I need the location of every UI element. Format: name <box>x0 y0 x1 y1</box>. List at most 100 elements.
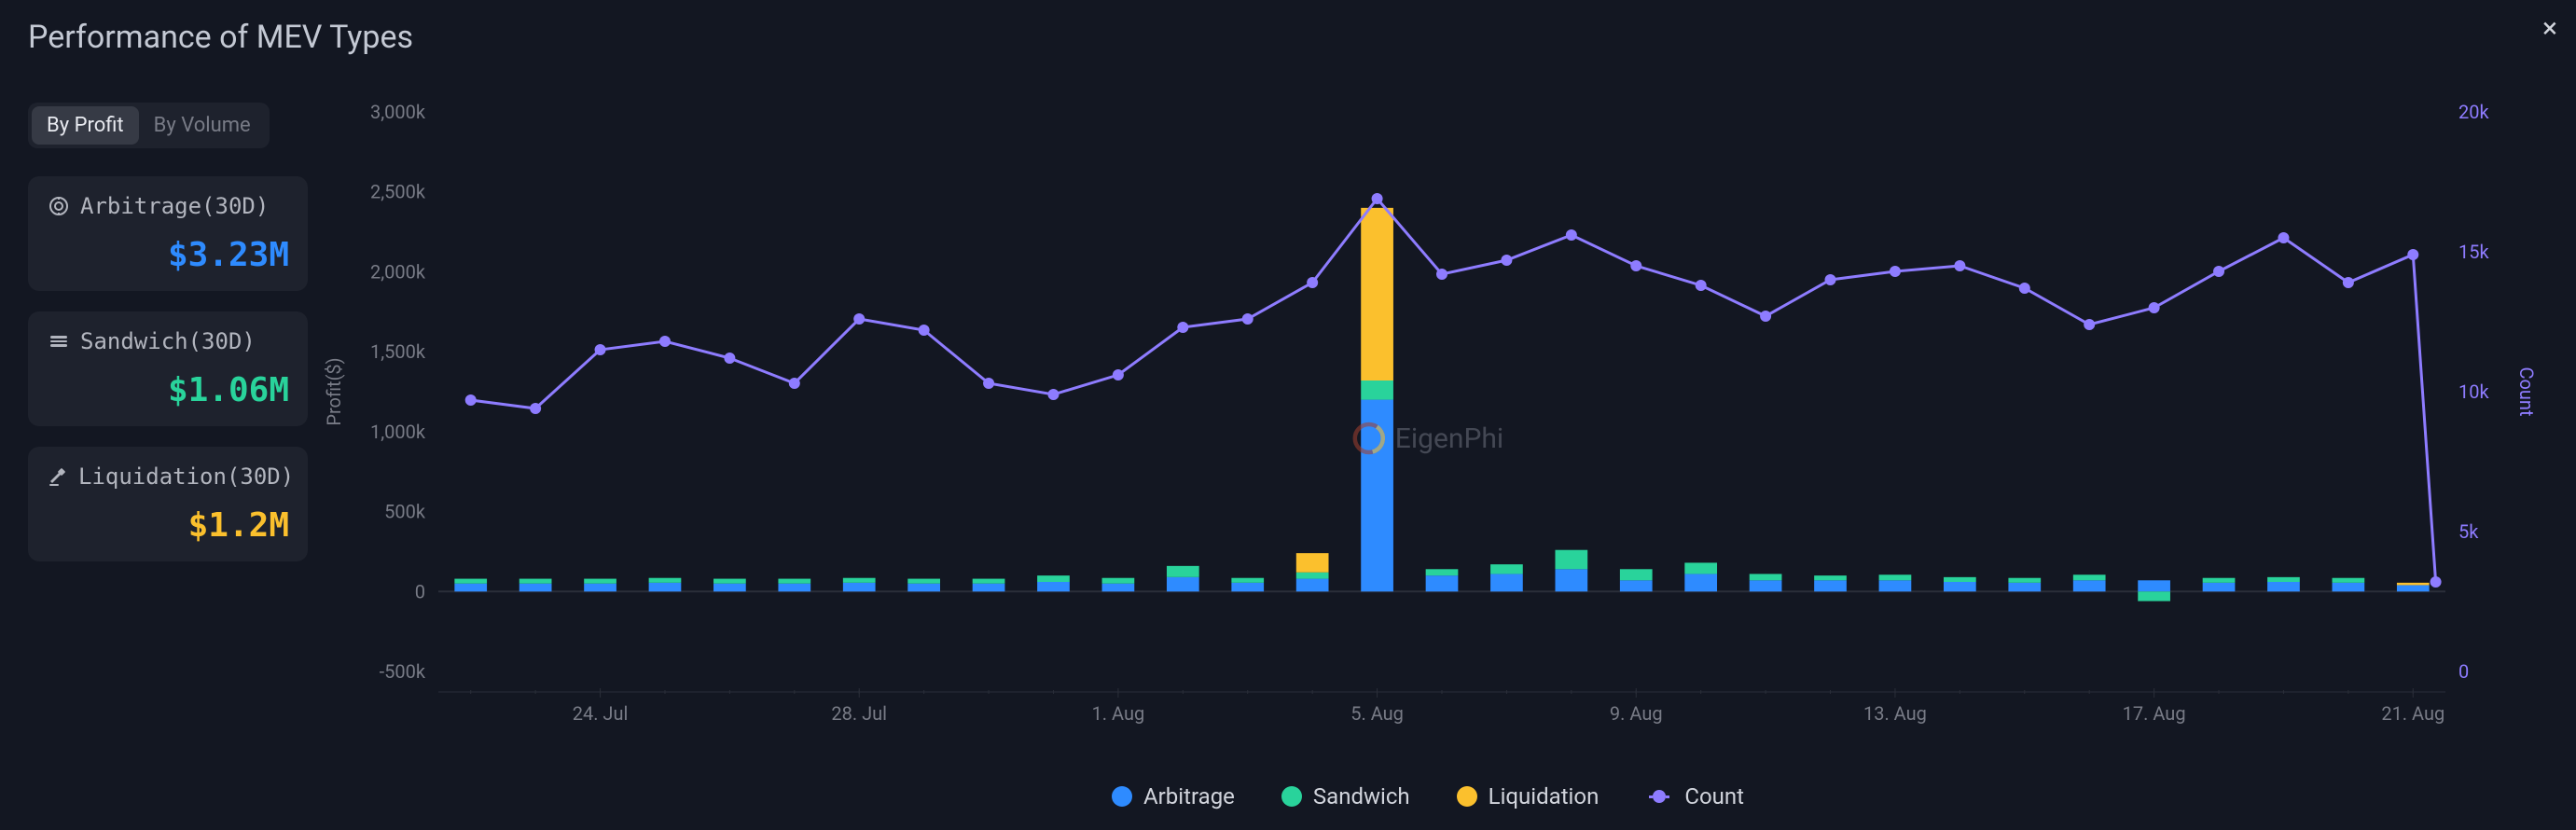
bar-sandwich[interactable] <box>2203 578 2236 583</box>
point-count[interactable] <box>1954 260 1965 271</box>
point-count[interactable] <box>1047 389 1059 400</box>
point-count[interactable] <box>1566 229 1577 241</box>
point-count[interactable] <box>1696 280 1707 291</box>
point-count[interactable] <box>1630 260 1641 271</box>
tab-by-profit[interactable]: By Profit <box>32 106 139 145</box>
point-count[interactable] <box>1760 311 1771 322</box>
bar-arbitrage[interactable] <box>454 584 487 592</box>
bar-arbitrage[interactable] <box>1231 583 1264 591</box>
bar-arbitrage[interactable] <box>1102 584 1135 592</box>
bar-sandwich[interactable] <box>907 579 940 584</box>
bar-arbitrage[interactable] <box>1684 574 1717 591</box>
bar-arbitrage[interactable] <box>1750 580 1782 591</box>
point-count[interactable] <box>2431 576 2442 588</box>
point-count[interactable] <box>1890 266 1901 277</box>
bar-arbitrage[interactable] <box>1555 569 1587 591</box>
bar-arbitrage[interactable] <box>1814 580 1847 591</box>
legend-item[interactable]: Count <box>1645 783 1744 809</box>
point-count[interactable] <box>1307 277 1318 288</box>
bar-arbitrage[interactable] <box>1490 574 1523 591</box>
bar-sandwich[interactable] <box>1684 562 1717 574</box>
point-count[interactable] <box>595 344 606 355</box>
point-count[interactable] <box>2019 283 2030 294</box>
bar-arbitrage[interactable] <box>907 584 940 592</box>
point-count[interactable] <box>2278 232 2289 243</box>
bar-arbitrage[interactable] <box>649 583 682 591</box>
bar-sandwich[interactable] <box>1944 577 1976 582</box>
point-count[interactable] <box>789 378 800 389</box>
bar-sandwich[interactable] <box>1814 575 1847 580</box>
bar-sandwich[interactable] <box>843 578 876 583</box>
bar-sandwich[interactable] <box>2008 578 2041 583</box>
bar-arbitrage[interactable] <box>1037 582 1070 591</box>
bar-arbitrage[interactable] <box>2008 583 2041 591</box>
point-count[interactable] <box>2407 249 2418 260</box>
bar-arbitrage[interactable] <box>2073 580 2106 591</box>
bar-sandwich[interactable] <box>454 579 487 584</box>
bar-arbitrage[interactable] <box>2203 583 2236 591</box>
bar-arbitrage[interactable] <box>713 584 746 592</box>
bar-sandwich[interactable] <box>1167 566 1199 577</box>
bar-sandwich[interactable] <box>1102 578 1135 584</box>
bar-sandwich[interactable] <box>2073 574 2106 580</box>
bar-sandwich[interactable] <box>1620 569 1653 580</box>
bar-sandwich[interactable] <box>1750 574 1782 580</box>
bar-arbitrage[interactable] <box>1426 575 1459 591</box>
point-count[interactable] <box>1436 269 1447 280</box>
card-sandwich[interactable]: Sandwich(30D) $1.06M <box>28 311 308 426</box>
point-count[interactable] <box>2343 277 2354 288</box>
point-count[interactable] <box>465 394 477 406</box>
bar-arbitrage[interactable] <box>1620 580 1653 591</box>
bar-liquidation[interactable] <box>2397 583 2430 586</box>
card-arbitrage[interactable]: Arbitrage(30D) $3.23M <box>28 176 308 291</box>
bar-arbitrage[interactable] <box>1167 577 1199 591</box>
line-count[interactable] <box>471 199 2436 582</box>
bar-sandwich[interactable] <box>1296 573 1329 579</box>
bar-sandwich[interactable] <box>1037 575 1070 582</box>
bar-sandwich[interactable] <box>1490 564 1523 574</box>
bar-arbitrage[interactable] <box>519 584 552 592</box>
close-icon[interactable]: × <box>2542 15 2557 43</box>
bar-sandwich[interactable] <box>649 578 682 583</box>
bar-arbitrage[interactable] <box>973 584 1005 592</box>
point-count[interactable] <box>919 325 930 336</box>
point-count[interactable] <box>1113 369 1124 380</box>
point-count[interactable] <box>1825 274 1836 285</box>
bar-arbitrage[interactable] <box>1944 582 1976 591</box>
legend-item[interactable]: Liquidation <box>1457 783 1600 809</box>
bar-arbitrage[interactable] <box>843 583 876 591</box>
point-count[interactable] <box>724 353 735 364</box>
bar-arbitrage[interactable] <box>2333 583 2365 591</box>
bar-sandwich[interactable] <box>973 579 1005 584</box>
point-count[interactable] <box>2084 319 2095 330</box>
bar-sandwich[interactable] <box>1879 574 1912 580</box>
point-count[interactable] <box>983 378 994 389</box>
bar-arbitrage[interactable] <box>584 584 616 592</box>
bar-arbitrage[interactable] <box>1296 579 1329 592</box>
bar-sandwich[interactable] <box>1426 569 1459 575</box>
point-count[interactable] <box>659 336 671 347</box>
card-liquidation[interactable]: Liquidation(30D) $1.2M <box>28 447 308 561</box>
bar-liquidation[interactable] <box>1361 208 1393 380</box>
bar-arbitrage[interactable] <box>2138 580 2170 591</box>
point-count[interactable] <box>530 403 541 414</box>
bar-sandwich[interactable] <box>713 579 746 584</box>
point-count[interactable] <box>1372 193 1383 204</box>
bar-sandwich[interactable] <box>778 579 810 584</box>
bar-sandwich[interactable] <box>584 579 616 584</box>
bar-arbitrage[interactable] <box>2397 585 2430 591</box>
tab-by-volume[interactable]: By Volume <box>139 106 266 145</box>
bar-arbitrage[interactable] <box>778 584 810 592</box>
bar-arbitrage[interactable] <box>1879 580 1912 591</box>
legend-item[interactable]: Arbitrage <box>1112 783 1235 809</box>
point-count[interactable] <box>853 313 865 325</box>
bar-sandwich[interactable] <box>1555 550 1587 570</box>
bar-arbitrage[interactable] <box>1361 400 1393 592</box>
point-count[interactable] <box>1177 322 1188 333</box>
legend-item[interactable]: Sandwich <box>1281 783 1410 809</box>
bar-sandwich[interactable] <box>2333 578 2365 583</box>
bar-liquidation[interactable] <box>1296 553 1329 573</box>
bar-sandwich[interactable] <box>2138 591 2170 601</box>
bar-sandwich[interactable] <box>519 579 552 584</box>
bar-arbitrage[interactable] <box>2267 582 2300 591</box>
